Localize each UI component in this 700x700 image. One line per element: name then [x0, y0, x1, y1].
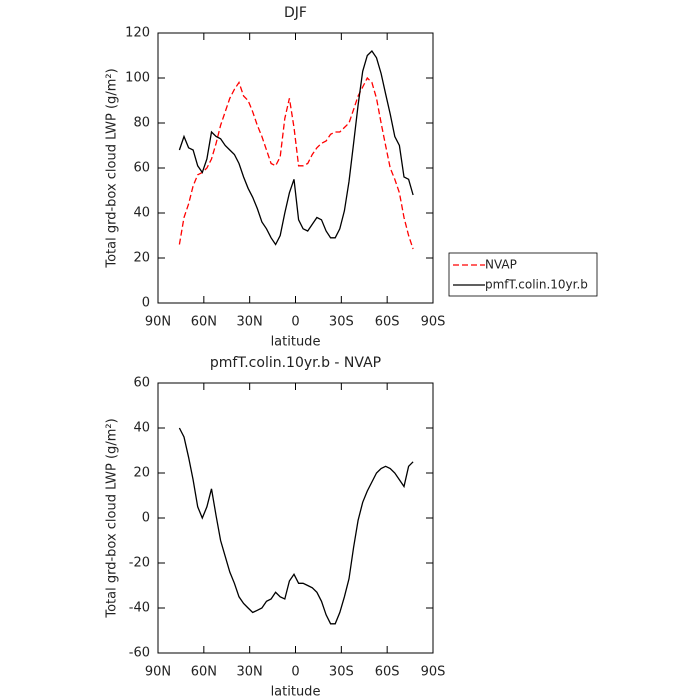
y-tick-label: 60	[133, 161, 150, 176]
y-tick-label: 100	[125, 71, 150, 86]
x-tick-label: 90N	[145, 665, 171, 680]
x-tick-label: 30S	[329, 665, 354, 680]
x-tick-label: 0	[291, 665, 299, 680]
chart-title: DJF	[284, 5, 307, 21]
x-tick-label: 90S	[421, 665, 446, 680]
plot-frame	[157, 382, 434, 654]
data-line	[178, 49, 414, 246]
y-axis-label: Total grd-box cloud LWP (g/m²)	[105, 68, 120, 268]
x-axis-label: latitude	[271, 685, 321, 700]
x-tick-label: 30N	[237, 315, 263, 330]
y-tick-label: 0	[142, 296, 150, 311]
x-tick-label: 0	[291, 315, 299, 330]
x-tick-label: 30N	[237, 665, 263, 680]
y-tick-label: -40	[129, 601, 150, 616]
legend-label: NVAP	[485, 258, 517, 272]
y-tick-label: -60	[129, 646, 150, 661]
x-tick-label: 60N	[191, 315, 217, 330]
legend-box	[448, 252, 598, 297]
x-axis-label: latitude	[271, 335, 321, 350]
x-tick-label: 60S	[375, 315, 400, 330]
y-tick-label: 20	[133, 251, 150, 266]
y-axis-label: Total grd-box cloud LWP (g/m²)	[105, 418, 120, 618]
y-tick-label: 80	[133, 116, 150, 131]
x-tick-label: 90N	[145, 315, 171, 330]
legend: NVAP pmfT.colin.10yr.b	[448, 252, 598, 297]
y-tick-label: 0	[142, 511, 150, 526]
y-tick-label: 40	[133, 421, 150, 436]
data-line	[178, 76, 414, 250]
x-tick-label: 90S	[421, 315, 446, 330]
chart-title: pmfT.colin.10yr.b - NVAP	[210, 355, 381, 371]
x-tick-label: 60N	[191, 665, 217, 680]
y-tick-label: 120	[125, 26, 150, 41]
data-line	[178, 427, 414, 625]
plot-frame	[157, 32, 434, 304]
y-tick-label: -20	[129, 556, 150, 571]
legend-label: pmfT.colin.10yr.b	[485, 278, 588, 292]
y-tick-label: 20	[133, 466, 150, 481]
x-tick-label: 60S	[375, 665, 400, 680]
x-tick-label: 30S	[329, 315, 354, 330]
y-tick-label: 40	[133, 206, 150, 221]
y-tick-label: 60	[133, 376, 150, 391]
